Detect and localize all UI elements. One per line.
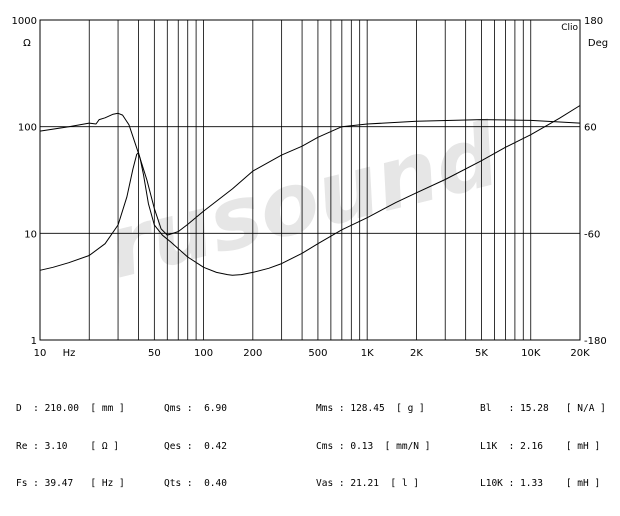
param-row: Mms : 128.45 [ g ] xyxy=(316,403,425,414)
x-tick-label: 500 xyxy=(308,348,327,359)
param-row: Re : 3.10 [ Ω ] xyxy=(16,440,120,452)
brand-label: Clio xyxy=(561,23,578,33)
y-left-tick-label: 1000 xyxy=(12,16,37,27)
param-row: Qes : 0.42 xyxy=(164,440,227,452)
x-tick-label: 100 xyxy=(194,348,213,359)
x-axis-unit: Hz xyxy=(63,348,76,359)
x-tick-label: 5K xyxy=(475,348,488,359)
param-row: Bl : 15.28 [ N/A ] xyxy=(480,403,606,414)
x-tick-label: 1K xyxy=(361,348,374,359)
impedance-phase-chart: rusound 10 50 100 200 500 1K 2K 5K 10K 20K1101001… xyxy=(12,16,609,359)
param-row: L1K : 2.16 [ mH ] xyxy=(480,440,601,452)
x-tick-label: 2K xyxy=(410,348,423,359)
y-right-tick-label: -180 xyxy=(584,336,607,347)
series-layer xyxy=(39,105,581,276)
param-row: Qms : 6.90 xyxy=(164,403,227,414)
parameters-panel: D : 210.00 [ mm ] Re : 3.10 [ Ω ] Fs : 3… xyxy=(16,378,616,489)
x-tick-label: 10K xyxy=(521,348,541,359)
plot-frame xyxy=(39,19,581,341)
param-row: Vas : 21.21 [ l ] xyxy=(316,478,420,489)
params-column-4: Bl : 15.28 [ N/A ] L1K : 2.16 [ mH ] L10… xyxy=(480,378,606,516)
params-column-1: D : 210.00 [ mm ] Re : 3.10 [ Ω ] Fs : 3… xyxy=(16,378,125,516)
watermark-text: rusound xyxy=(98,105,510,299)
y-left-tick-label: 100 xyxy=(18,123,37,134)
param-row: Cms : 0.13 [ mm/N ] xyxy=(316,440,431,452)
param-row: L10K : 1.33 [ mH ] xyxy=(480,478,601,489)
impedance-curve xyxy=(39,105,581,276)
phase-curve xyxy=(39,112,581,236)
param-row: D : 210.00 [ mm ] xyxy=(16,403,125,414)
param-row: Fs : 39.47 [ Hz ] xyxy=(16,478,125,489)
x-tick-label: 200 xyxy=(243,348,262,359)
x-tick-label: 20K xyxy=(570,348,590,359)
left-axis-unit: Ω xyxy=(23,38,31,49)
y-right-tick-label: -60 xyxy=(584,229,600,240)
param-row: Qts : 0.40 xyxy=(164,478,227,489)
axis-labels: 10 50 100 200 500 1K 2K 5K 10K 20K1101001000-180-… xyxy=(12,16,607,359)
y-right-tick-label: 180 xyxy=(584,16,603,27)
y-right-tick-label: 60 xyxy=(584,123,597,134)
params-column-3: Mms : 128.45 [ g ] Cms : 0.13 [ mm/N ] V… xyxy=(316,378,430,516)
plot-grid xyxy=(40,20,580,340)
x-tick-label: 10 xyxy=(34,348,47,359)
y-left-tick-label: 1 xyxy=(31,336,37,347)
x-tick-label: 50 xyxy=(148,348,161,359)
y-left-tick-label: 10 xyxy=(24,229,37,240)
params-column-2: Qms : 6.90 Qes : 0.42 Qts : 0.40 xyxy=(164,378,227,516)
right-axis-unit: Deg xyxy=(588,38,608,49)
